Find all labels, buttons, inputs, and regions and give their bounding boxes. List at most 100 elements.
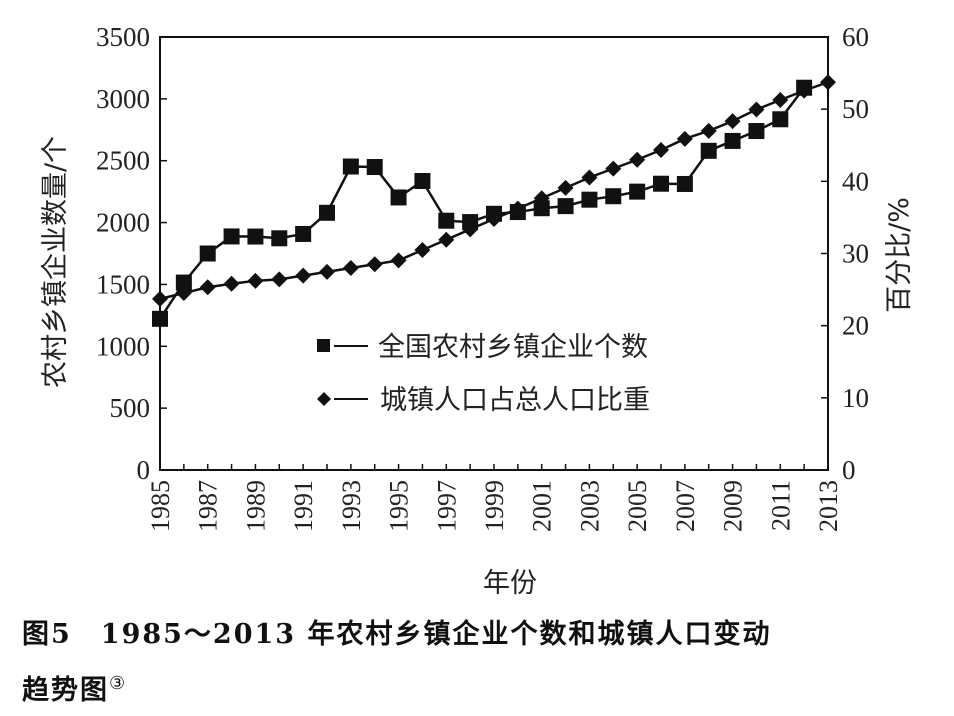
legend: 全国农村乡镇企业个数 城镇人口占总人口比重 [317, 332, 650, 416]
square-marker-icon [557, 198, 574, 215]
right-y-axis: 0 10 20 30 40 50 60 [821, 22, 869, 485]
diamond-marker-icon [820, 74, 836, 91]
diamond-marker-icon [462, 221, 479, 238]
diamond-marker-icon [438, 231, 455, 248]
x-axis-title: 年份 [483, 568, 537, 599]
series-urbanization-rate [152, 74, 836, 307]
diamond-marker-icon [533, 190, 550, 207]
square-marker-icon [152, 310, 168, 327]
figure-caption-continued: 趋势图③ [22, 668, 127, 707]
caption-line-1: 图5 1985～2013 年农村乡镇企业个数和城镇人口变动 [22, 619, 772, 650]
x-tick-label: 2007 [671, 480, 700, 532]
diamond-marker-icon [152, 290, 168, 307]
x-tick-label: 1997 [432, 480, 461, 532]
x-tick-label: 2005 [623, 480, 652, 532]
diamond-marker-icon [317, 392, 331, 406]
square-marker-icon [317, 339, 330, 352]
series-enterprise-count [152, 79, 813, 327]
x-tick-label: 2013 [814, 480, 843, 532]
diamond-marker-icon [247, 272, 264, 289]
square-marker-icon [295, 225, 312, 242]
y-tick-label: 2500 [96, 146, 150, 176]
y2-tick-label: 50 [842, 94, 869, 124]
square-marker-icon [223, 228, 240, 245]
diamond-marker-icon [271, 271, 288, 288]
square-marker-icon [247, 228, 264, 245]
y2-tick-label: 0 [842, 455, 856, 485]
y-tick-label: 3500 [96, 22, 150, 52]
y2-tick-label: 10 [842, 383, 869, 413]
square-marker-icon [772, 111, 789, 128]
diamond-marker-icon [414, 242, 431, 259]
diamond-marker-icon [700, 122, 717, 139]
diamond-marker-icon [390, 252, 407, 269]
x-tick-label: 2011 [766, 480, 795, 531]
diamond-marker-icon [175, 285, 192, 302]
square-marker-icon [533, 200, 550, 217]
y-tick-label: 1500 [96, 269, 150, 299]
diamond-marker-icon [676, 130, 693, 147]
diamond-marker-icon [724, 113, 741, 130]
figure-caption: 图5 1985～2013 年农村乡镇企业个数和城镇人口变动 [22, 612, 771, 651]
square-marker-icon [605, 188, 622, 205]
square-marker-icon [676, 175, 693, 192]
y-tick-label: 2000 [96, 208, 150, 238]
diamond-marker-icon [223, 275, 240, 292]
square-marker-icon [748, 123, 765, 140]
footnote-mark: ③ [109, 673, 128, 694]
square-marker-icon [342, 158, 359, 175]
square-marker-icon [653, 175, 669, 192]
caption-line-2: 趋势图 [22, 675, 109, 706]
y-tick-label: 0 [137, 455, 151, 485]
square-marker-icon [414, 173, 431, 190]
diamond-marker-icon [772, 92, 789, 109]
diamond-marker-icon [509, 200, 526, 217]
diamond-marker-icon [629, 151, 646, 168]
y2-tick-label: 30 [842, 239, 869, 269]
y-tick-label: 3000 [96, 84, 150, 114]
square-marker-icon [199, 245, 216, 262]
diamond-marker-icon [605, 160, 622, 177]
square-marker-icon [366, 159, 383, 176]
y2-tick-label: 20 [842, 311, 869, 341]
x-tick-label: 2001 [528, 480, 557, 532]
square-marker-icon [271, 230, 288, 247]
square-marker-icon [724, 132, 741, 149]
x-axis: 1985 1987 1989 1991 1993 1995 1997 1999 2001 2003… [146, 464, 843, 532]
diamond-marker-icon [295, 267, 312, 284]
square-marker-icon [319, 204, 335, 221]
diamond-marker-icon [199, 279, 216, 296]
y2-tick-label: 60 [842, 22, 869, 52]
diamond-marker-icon [557, 179, 574, 196]
x-tick-label: 1993 [337, 480, 366, 532]
series-group [152, 74, 836, 327]
left-y-axis: 0 500 1000 1500 2000 2500 3000 3500 [96, 22, 167, 485]
diamond-marker-icon [319, 263, 335, 280]
x-tick-label: 2003 [575, 480, 604, 532]
legend-item-enterprises: 全国农村乡镇企业个数 [317, 332, 648, 363]
x-tick-label: 1987 [194, 480, 223, 532]
diamond-marker-icon [653, 142, 669, 159]
diamond-marker-icon [342, 260, 359, 277]
x-tick-label: 2009 [719, 480, 748, 532]
y2-axis-title: 百分比/% [884, 197, 915, 313]
x-tick-label: 1985 [146, 480, 175, 532]
square-marker-icon [629, 183, 646, 200]
legend-item-urbanization: 城镇人口占总人口比重 [317, 385, 650, 416]
diamond-marker-icon [748, 101, 765, 118]
x-tick-label: 1999 [480, 480, 509, 532]
square-marker-icon [438, 212, 455, 229]
x-tick-label: 1989 [241, 480, 270, 532]
y-axis-title: 农村乡镇企业数量/个 [40, 136, 71, 388]
x-tick-label: 1995 [385, 480, 414, 532]
y2-tick-label: 40 [842, 166, 869, 196]
diamond-marker-icon [486, 211, 502, 228]
dual-axis-line-chart: 0 500 1000 1500 2000 2500 3000 3500 0 10 20 30 40 50… [40, 22, 915, 599]
square-marker-icon [581, 191, 598, 208]
diamond-marker-icon [581, 169, 598, 186]
legend-label: 全国农村乡镇企业个数 [378, 332, 648, 363]
x-tick-label: 1991 [289, 480, 318, 532]
y-tick-label: 1000 [96, 331, 150, 361]
square-marker-icon [390, 189, 407, 206]
diamond-marker-icon [366, 256, 383, 273]
